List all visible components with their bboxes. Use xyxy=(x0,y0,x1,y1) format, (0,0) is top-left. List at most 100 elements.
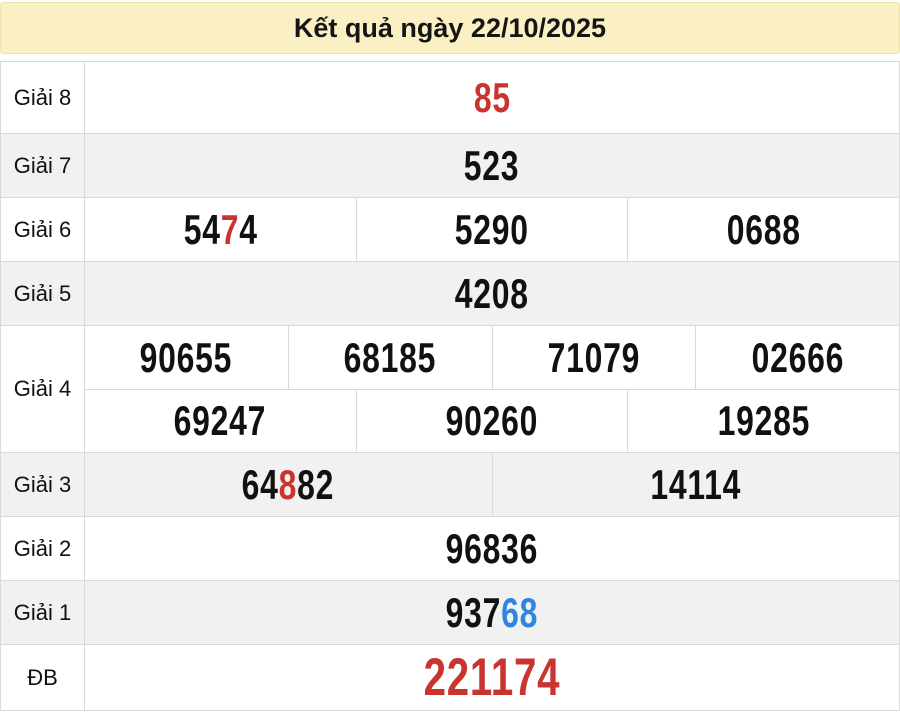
results-table: Giải 8 85 Giải 7 523 Giải 6 5474 5290 0688 Giải … xyxy=(0,61,900,711)
number-cell: 71079 xyxy=(491,326,696,389)
results-title: Kết quả ngày 22/10/2025 xyxy=(293,12,607,43)
prize-line: 90655 68185 71079 02666 xyxy=(85,326,899,389)
row-content: 4208 xyxy=(85,262,899,325)
digit-segment: 4 xyxy=(238,205,258,253)
prize-number: 523 xyxy=(464,141,520,189)
prize-line: 4208 xyxy=(85,262,899,325)
prize-number: 90655 xyxy=(140,333,233,381)
digit-segment: 523 xyxy=(464,141,520,189)
prize-number: 68185 xyxy=(343,333,437,381)
number-cell: 69247 xyxy=(85,390,356,452)
prize-number: 5474 xyxy=(183,205,258,253)
table-row: Giải 7 523 xyxy=(1,134,899,198)
digit-segment: 90655 xyxy=(140,333,233,381)
row-content: 5474 5290 0688 xyxy=(85,198,899,261)
prize-number: 64882 xyxy=(241,460,335,508)
row-content: 90655 68185 71079 02666 69247 90260 19285 xyxy=(85,326,899,452)
number-cell: 5290 xyxy=(355,198,628,261)
table-row: Giải 6 5474 5290 0688 xyxy=(1,198,899,262)
row-content: 523 xyxy=(85,134,899,197)
prize-label: Giải 8 xyxy=(1,62,85,133)
prize-line: 93768 xyxy=(85,581,899,644)
number-cell: 90260 xyxy=(355,390,628,452)
prize-line: 69247 90260 19285 xyxy=(85,389,899,452)
prize-number: 221174 xyxy=(424,651,561,704)
digit-segment: 8 xyxy=(278,460,298,508)
number-cell: 02666 xyxy=(695,326,899,389)
prize-label: Giải 4 xyxy=(1,326,85,452)
prize-label: Giải 2 xyxy=(1,517,85,580)
number-cell: 221174 xyxy=(85,645,899,710)
prize-line: 64882 14114 xyxy=(85,453,899,516)
prize-number: 69247 xyxy=(174,400,267,442)
prize-number: 4208 xyxy=(454,269,530,317)
prize-label: Giải 7 xyxy=(1,134,85,197)
table-row: Giải 8 85 xyxy=(1,62,899,134)
row-content: 93768 xyxy=(85,581,899,644)
number-cell: 85 xyxy=(85,62,899,133)
prize-number: 93768 xyxy=(445,588,539,636)
prize-line: 221174 xyxy=(85,645,899,710)
digit-segment: 68185 xyxy=(343,333,437,381)
digit-segment: 5290 xyxy=(454,205,530,253)
prize-label: Giải 5 xyxy=(1,262,85,325)
digit-segment: 85 xyxy=(473,73,511,121)
prize-number: 5290 xyxy=(454,205,530,253)
table-row: Giải 2 96836 xyxy=(1,517,899,581)
digit-segment: 14114 xyxy=(650,460,742,508)
digit-segment: 0688 xyxy=(726,205,801,253)
number-cell: 4208 xyxy=(85,262,899,325)
prize-label: Giải 1 xyxy=(1,581,85,644)
prize-number: 71079 xyxy=(547,333,641,381)
row-content: 64882 14114 xyxy=(85,453,899,516)
digit-segment: 19285 xyxy=(717,397,810,444)
table-row: Giải 3 64882 14114 xyxy=(1,453,899,517)
prize-label: ĐB xyxy=(1,645,85,710)
digit-segment: 221174 xyxy=(423,648,561,707)
digit-segment: 69247 xyxy=(174,397,267,444)
number-cell: 0688 xyxy=(627,198,899,261)
digit-segment: 7 xyxy=(220,205,239,253)
prize-number: 96836 xyxy=(445,524,539,572)
digit-segment: 54 xyxy=(183,205,221,253)
results-header: Kết quả ngày 22/10/2025 xyxy=(0,2,900,54)
digit-segment: 90260 xyxy=(445,397,539,444)
digit-segment: 96836 xyxy=(445,524,539,572)
number-cell: 93768 xyxy=(85,581,899,644)
number-cell: 14114 xyxy=(491,453,900,516)
digit-segment: 64 xyxy=(241,460,279,508)
prize-label: Giải 3 xyxy=(1,453,85,516)
digit-segment: 82 xyxy=(297,460,335,508)
number-cell: 64882 xyxy=(85,453,492,516)
number-cell: 523 xyxy=(85,134,899,197)
digit-segment: 02666 xyxy=(751,333,844,381)
row-content: 221174 xyxy=(85,645,899,710)
digit-segment: 68 xyxy=(501,588,539,636)
prize-line: 523 xyxy=(85,134,899,197)
prize-number: 90260 xyxy=(446,400,539,442)
number-cell: 96836 xyxy=(85,517,899,580)
prize-number: 02666 xyxy=(751,333,844,381)
prize-label: Giải 6 xyxy=(1,198,85,261)
prize-number: 0688 xyxy=(726,205,801,253)
prize-number: 19285 xyxy=(717,400,810,442)
number-cell: 19285 xyxy=(627,390,899,452)
table-row: Giải 5 4208 xyxy=(1,262,899,326)
digit-segment: 71079 xyxy=(547,333,641,381)
table-row: Giải 4 90655 68185 71079 02666 69247 90260 1928… xyxy=(1,326,899,453)
lottery-results-page: Kết quả ngày 22/10/2025 Giải 8 85 Giải 7 52… xyxy=(0,2,900,711)
digit-segment: 937 xyxy=(445,588,502,636)
prize-line: 5474 5290 0688 xyxy=(85,198,899,261)
digit-segment: 4208 xyxy=(454,269,530,317)
table-row: ĐB 221174 xyxy=(1,645,899,711)
prize-number: 85 xyxy=(473,73,511,121)
prize-line: 96836 xyxy=(85,517,899,580)
number-cell: 68185 xyxy=(287,326,492,389)
row-content: 96836 xyxy=(85,517,899,580)
prize-line: 85 xyxy=(85,62,899,133)
table-row: Giải 1 93768 xyxy=(1,581,899,645)
row-content: 85 xyxy=(85,62,899,133)
number-cell: 90655 xyxy=(85,326,288,389)
prize-number: 14114 xyxy=(650,460,742,508)
number-cell: 5474 xyxy=(85,198,356,261)
